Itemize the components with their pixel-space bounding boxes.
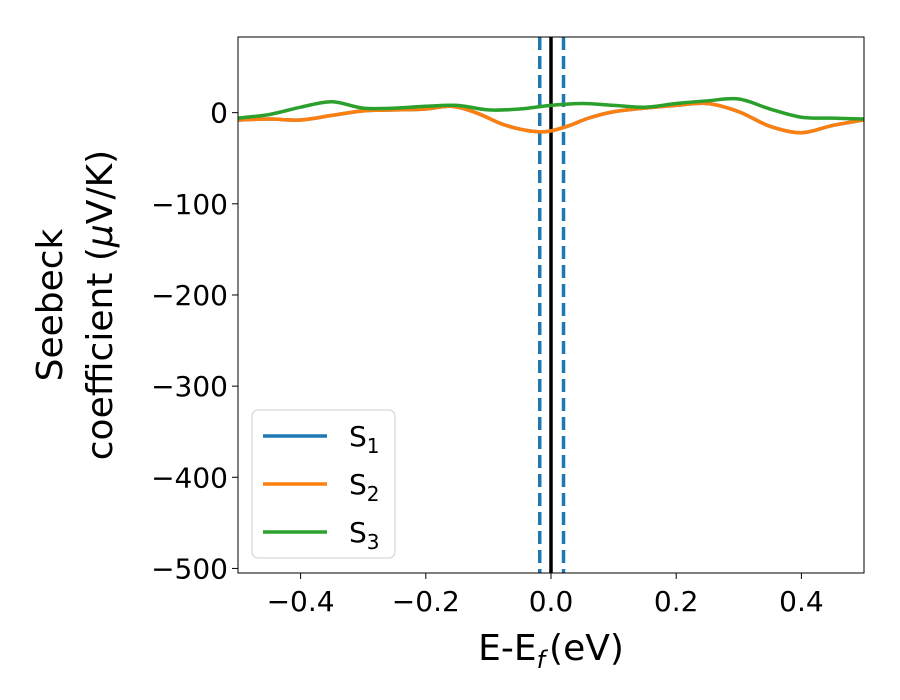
y-tick-label: −500 bbox=[151, 552, 228, 585]
reference-lines bbox=[537, 37, 566, 573]
x-tick-label: 0.4 bbox=[779, 585, 824, 618]
y-axis-ticks: 0 −100 −200 −300 −400 −500 bbox=[151, 97, 238, 585]
x-tick-label: −0.4 bbox=[267, 585, 335, 618]
y-tick-label: −100 bbox=[151, 188, 228, 221]
legend-label-s1: S1 bbox=[349, 420, 380, 458]
y-tick-label: 0 bbox=[210, 97, 228, 130]
x-tick-label: 0.2 bbox=[654, 585, 699, 618]
x-axis-ticks: −0.4 −0.2 0.0 0.2 0.4 bbox=[267, 573, 824, 618]
y-tick-label: −200 bbox=[151, 279, 228, 312]
legend-label-s3: S3 bbox=[349, 516, 380, 554]
legend-label-s2: S2 bbox=[349, 468, 380, 506]
legend: S1 S2 S3 bbox=[251, 409, 396, 559]
x-tick-label: 0.0 bbox=[529, 585, 574, 618]
series-lines bbox=[238, 96, 864, 135]
x-axis-label: E-Ef (eV) bbox=[478, 628, 624, 674]
y-axis-label-line1: Seebeck bbox=[30, 228, 71, 381]
y-axis-label-line2: coefficient (μV/K) bbox=[80, 150, 121, 460]
x-tick-label: −0.2 bbox=[392, 585, 460, 618]
y-axis-label: Seebeck coefficient (μV/K) bbox=[30, 150, 121, 460]
series-line-s2 bbox=[238, 101, 864, 135]
x-axis-label-unit: (eV) bbox=[549, 628, 624, 669]
series-line-s3 bbox=[238, 96, 864, 121]
y-tick-label: −300 bbox=[151, 370, 228, 403]
y-tick-label: −400 bbox=[151, 461, 228, 494]
